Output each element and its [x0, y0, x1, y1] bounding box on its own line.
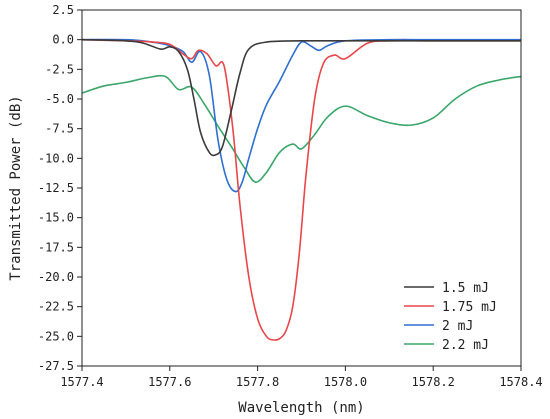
- legend-label: 1.5 mJ: [442, 281, 489, 296]
- y-axis-ticks: 2.5 0.0 -2.5 -5.0 -7.5 -10.0 -12.5 -15.0 -17.5 -2…: [38, 3, 82, 373]
- y-tick-label: -5.0: [45, 92, 74, 106]
- legend-label: 2 mJ: [442, 319, 473, 334]
- y-tick-label: -20.0: [38, 270, 74, 284]
- y-tick-label: -12.5: [38, 181, 74, 195]
- legend-label: 1.75 mJ: [442, 300, 497, 315]
- y-tick-label: -25.0: [38, 329, 74, 343]
- x-tick-label: 1578.0: [324, 375, 367, 389]
- series-line-3: [81, 74, 522, 183]
- series-line-1: [81, 38, 521, 341]
- legend-label: 2.2 mJ: [442, 338, 489, 353]
- legend: 1.5 mJ 1.75 mJ 2 mJ 2.2 mJ: [404, 281, 497, 353]
- plot-series: [81, 38, 522, 341]
- y-tick-label: 0.0: [52, 33, 74, 47]
- y-axis-title: Transmitted Power (dB): [8, 95, 24, 280]
- x-tick-label: 1577.8: [236, 375, 279, 389]
- y-tick-label: -15.0: [38, 211, 74, 225]
- y-tick-label: -27.5: [38, 359, 74, 373]
- y-tick-label: 2.5: [52, 3, 74, 17]
- y-tick-label: -22.5: [38, 300, 74, 314]
- y-tick-label: -10.0: [38, 151, 74, 165]
- x-tick-label: 1577.6: [148, 375, 191, 389]
- series-line-0: [81, 38, 521, 157]
- plot-frame: [81, 9, 522, 367]
- x-axis-title: Wavelength (nm): [238, 400, 364, 416]
- x-tick-label: 1578.4: [499, 375, 542, 389]
- y-tick-label: -2.5: [45, 62, 74, 76]
- y-tick-label: -7.5: [45, 122, 74, 136]
- series-line-2: [81, 38, 521, 193]
- y-tick-label: -17.5: [38, 240, 74, 254]
- x-tick-label: 1578.2: [412, 375, 455, 389]
- x-axis-ticks: 1577.4 1577.6 1577.8 1578.0 1578.2 1578.4: [60, 366, 543, 389]
- x-tick-label: 1577.4: [60, 375, 103, 389]
